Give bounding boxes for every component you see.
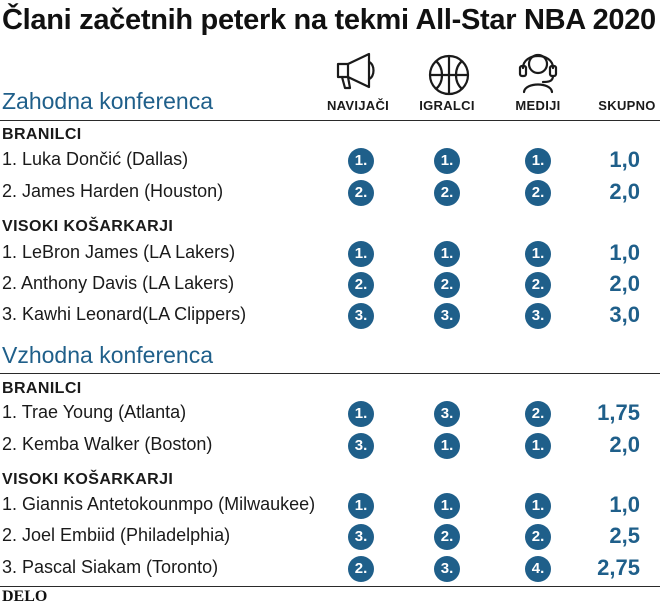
table-row: 2. Kemba Walker (Boston) 3. 1. 1. 2,0 [0,430,660,461]
players-rank-badge: 3. [434,303,460,329]
player-name: 2. Kemba Walker (Boston) [2,434,213,454]
player-name: 1. LeBron James (LA Lakers) [2,242,236,262]
column-header-players: IGRALCI [419,98,475,113]
players-rank-badge: 1. [434,241,460,267]
players-rank-badge: 1. [434,433,460,459]
east-frontcourt-label: VISOKI KOŠARKARJI [2,471,174,488]
column-header-media: MEDIJI [515,98,561,113]
fans-rank-badge: 3. [348,303,374,329]
table-row: 1. LeBron James (LA Lakers) 1. 1. 1. 1,0 [0,238,660,269]
player-name: 1. Giannis Antetokounmpo (Milwaukee) [2,494,316,514]
fans-rank-badge: 1. [348,241,374,267]
basketball-icon [424,50,474,100]
headset-icon [513,44,563,94]
megaphone-icon [333,46,383,96]
fans-rank-badge: 1. [348,148,374,174]
west-conference-title: Zahodna konferenca [2,88,213,114]
total-score: 2,5 [609,523,640,548]
west-frontcourt-label: VISOKI KOŠARKARJI [2,218,174,235]
divider [0,120,660,121]
players-rank-badge: 3. [434,401,460,427]
fans-rank-badge: 2. [348,272,374,298]
west-guards-label: BRANILCI [2,126,82,143]
media-rank-badge: 2. [525,272,551,298]
east-guards-label: BRANILCI [2,380,82,397]
players-rank-badge: 2. [434,272,460,298]
table-row: 3. Pascal Siakam (Toronto) 2. 3. 4. 2,75 [0,553,660,584]
media-rank-badge: 1. [525,493,551,519]
players-rank-badge: 3. [434,556,460,582]
total-score: 3,0 [609,302,640,327]
player-name: 1. Trae Young (Atlanta) [2,402,187,422]
player-name: 3. Pascal Siakam (Toronto) [2,557,219,577]
fans-rank-badge: 3. [348,433,374,459]
media-rank-badge: 3. [525,303,551,329]
player-name: 2. Joel Embiid (Philadelphia) [2,525,231,545]
media-rank-badge: 2. [525,401,551,427]
player-name: 1. Luka Dončić (Dallas) [2,149,189,169]
footer-divider [0,586,660,587]
players-rank-badge: 2. [434,180,460,206]
total-score: 2,0 [609,271,640,296]
total-score: 1,0 [609,147,640,172]
total-score: 2,0 [609,432,640,457]
fans-rank-badge: 3. [348,524,374,550]
column-header-total: SKUPNO [598,98,656,113]
table-row: 1. Luka Dončić (Dallas) 1. 1. 1. 1,0 [0,145,660,176]
media-rank-badge: 1. [525,241,551,267]
media-rank-badge: 1. [525,148,551,174]
media-rank-badge: 2. [525,180,551,206]
media-rank-badge: 4. [525,556,551,582]
players-rank-badge: 2. [434,524,460,550]
fans-rank-badge: 2. [348,180,374,206]
page-title: Člani začetnih peterk na tekmi All-Star … [2,4,656,36]
fans-rank-badge: 1. [348,493,374,519]
table-row: 2. James Harden (Houston) 2. 2. 2. 2,0 [0,177,660,208]
table-row: 3. Kawhi Leonard(LA Clippers) 3. 3. 3. 3… [0,300,660,331]
players-rank-badge: 1. [434,493,460,519]
table-row: 1. Giannis Antetokounmpo (Milwaukee) 1. … [0,490,660,521]
players-rank-badge: 1. [434,148,460,174]
publisher-logo: DELO [2,588,48,605]
player-name: 2. Anthony Davis (LA Lakers) [2,273,235,293]
media-rank-badge: 2. [525,524,551,550]
player-name: 2. James Harden (Houston) [2,181,224,201]
table-row: 1. Trae Young (Atlanta) 1. 3. 2. 1,75 [0,398,660,429]
total-score: 2,75 [597,555,640,580]
column-header-fans: NAVIJAČI [326,98,390,113]
total-score: 1,0 [609,240,640,265]
table-row: 2. Joel Embiid (Philadelphia) 3. 2. 2. 2… [0,521,660,552]
total-score: 1,75 [597,400,640,425]
media-rank-badge: 1. [525,433,551,459]
divider [0,373,660,374]
total-score: 1,0 [609,492,640,517]
east-conference-title: Vzhodna konferenca [2,342,213,368]
fans-rank-badge: 2. [348,556,374,582]
fans-rank-badge: 1. [348,401,374,427]
player-name: 3. Kawhi Leonard(LA Clippers) [2,304,247,324]
table-row: 2. Anthony Davis (LA Lakers) 2. 2. 2. 2,… [0,269,660,300]
total-score: 2,0 [609,179,640,204]
